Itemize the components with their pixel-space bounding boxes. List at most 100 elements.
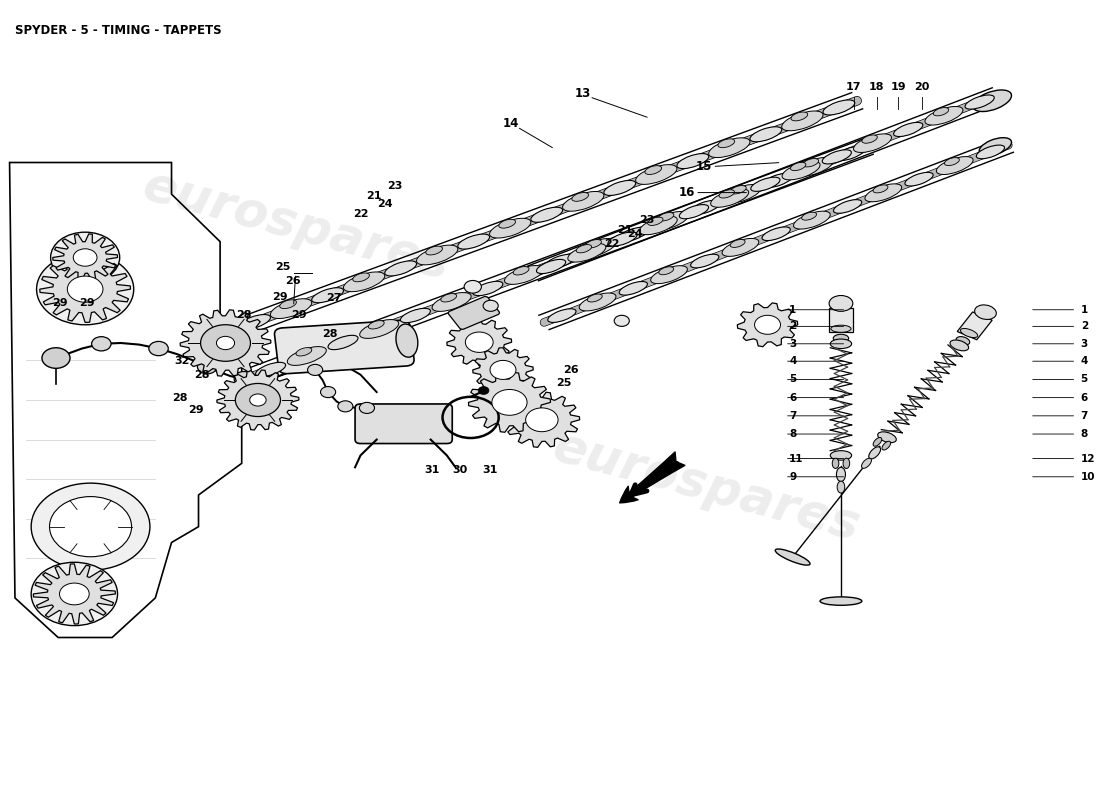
Text: 25: 25 bbox=[275, 262, 290, 272]
Ellipse shape bbox=[711, 189, 749, 207]
FancyBboxPatch shape bbox=[355, 404, 452, 443]
Circle shape bbox=[320, 386, 336, 398]
Text: 32: 32 bbox=[175, 356, 190, 366]
Ellipse shape bbox=[972, 90, 1012, 111]
Text: 25: 25 bbox=[556, 378, 571, 387]
Ellipse shape bbox=[956, 337, 970, 345]
Ellipse shape bbox=[639, 216, 678, 234]
Ellipse shape bbox=[861, 458, 871, 468]
Ellipse shape bbox=[829, 295, 852, 311]
Ellipse shape bbox=[343, 272, 385, 292]
Ellipse shape bbox=[368, 321, 384, 329]
Text: 8: 8 bbox=[1080, 429, 1088, 439]
Ellipse shape bbox=[708, 138, 750, 158]
Polygon shape bbox=[737, 303, 797, 346]
Ellipse shape bbox=[396, 324, 418, 358]
Ellipse shape bbox=[730, 239, 745, 247]
Text: 5: 5 bbox=[1080, 374, 1088, 385]
Text: 14: 14 bbox=[503, 118, 519, 130]
Ellipse shape bbox=[514, 266, 529, 275]
Circle shape bbox=[67, 276, 103, 302]
Ellipse shape bbox=[822, 150, 851, 164]
Text: 1: 1 bbox=[1080, 305, 1088, 314]
Text: 16: 16 bbox=[679, 186, 695, 199]
Circle shape bbox=[46, 351, 66, 365]
Ellipse shape bbox=[782, 111, 823, 130]
Ellipse shape bbox=[576, 245, 592, 253]
Ellipse shape bbox=[562, 191, 604, 211]
Text: 24: 24 bbox=[377, 198, 393, 209]
Ellipse shape bbox=[950, 340, 969, 350]
FancyBboxPatch shape bbox=[482, 390, 520, 406]
Ellipse shape bbox=[965, 95, 994, 109]
Text: 29: 29 bbox=[79, 298, 95, 309]
Ellipse shape bbox=[905, 172, 933, 186]
Ellipse shape bbox=[794, 158, 833, 176]
Polygon shape bbox=[33, 564, 116, 624]
Text: 29: 29 bbox=[53, 298, 68, 309]
Ellipse shape bbox=[751, 177, 780, 191]
Ellipse shape bbox=[718, 139, 735, 148]
Ellipse shape bbox=[843, 458, 849, 469]
Text: 27: 27 bbox=[326, 293, 341, 303]
Ellipse shape bbox=[837, 481, 845, 493]
Ellipse shape bbox=[854, 134, 891, 153]
Polygon shape bbox=[217, 370, 299, 430]
Circle shape bbox=[755, 315, 781, 334]
Text: 15: 15 bbox=[695, 160, 712, 173]
Text: 29: 29 bbox=[272, 292, 287, 302]
Circle shape bbox=[31, 562, 118, 626]
Circle shape bbox=[74, 249, 97, 266]
Circle shape bbox=[91, 337, 111, 351]
Circle shape bbox=[240, 386, 276, 414]
Ellipse shape bbox=[568, 243, 606, 262]
Ellipse shape bbox=[426, 246, 442, 255]
Ellipse shape bbox=[833, 334, 849, 342]
Ellipse shape bbox=[649, 211, 689, 230]
Ellipse shape bbox=[762, 227, 790, 241]
Ellipse shape bbox=[802, 212, 816, 220]
Text: 7: 7 bbox=[789, 411, 796, 421]
Ellipse shape bbox=[608, 232, 637, 246]
Text: 11: 11 bbox=[789, 454, 804, 463]
Ellipse shape bbox=[548, 309, 576, 322]
Ellipse shape bbox=[820, 597, 862, 606]
Text: 3: 3 bbox=[789, 338, 796, 349]
Polygon shape bbox=[40, 256, 131, 322]
Text: 1: 1 bbox=[789, 305, 796, 314]
Text: 26: 26 bbox=[563, 365, 579, 375]
Ellipse shape bbox=[239, 314, 271, 330]
Circle shape bbox=[235, 383, 280, 417]
Circle shape bbox=[308, 364, 322, 375]
FancyBboxPatch shape bbox=[448, 297, 499, 330]
Text: 19: 19 bbox=[890, 82, 906, 92]
Text: 29: 29 bbox=[188, 406, 205, 415]
Ellipse shape bbox=[576, 238, 616, 258]
Ellipse shape bbox=[676, 154, 708, 169]
Circle shape bbox=[526, 408, 558, 432]
Text: 23: 23 bbox=[639, 215, 654, 226]
Text: 22: 22 bbox=[604, 239, 619, 249]
Ellipse shape bbox=[730, 186, 746, 194]
Text: 9: 9 bbox=[789, 472, 796, 482]
Text: 30: 30 bbox=[452, 465, 468, 474]
Ellipse shape bbox=[977, 145, 1004, 158]
Circle shape bbox=[148, 342, 168, 356]
Circle shape bbox=[200, 325, 251, 362]
Text: 28: 28 bbox=[322, 330, 338, 339]
Circle shape bbox=[360, 402, 374, 414]
Ellipse shape bbox=[936, 157, 974, 174]
Text: 23: 23 bbox=[387, 182, 403, 191]
Ellipse shape bbox=[836, 467, 846, 482]
Ellipse shape bbox=[893, 122, 923, 137]
Text: 7: 7 bbox=[1080, 411, 1088, 421]
Ellipse shape bbox=[933, 107, 948, 116]
Ellipse shape bbox=[833, 458, 839, 469]
Text: 5: 5 bbox=[789, 374, 796, 385]
Ellipse shape bbox=[865, 184, 902, 202]
Text: 29: 29 bbox=[292, 310, 307, 320]
Circle shape bbox=[59, 583, 89, 605]
Text: 20: 20 bbox=[914, 82, 929, 92]
Circle shape bbox=[483, 300, 498, 311]
Text: 10: 10 bbox=[1080, 472, 1096, 482]
